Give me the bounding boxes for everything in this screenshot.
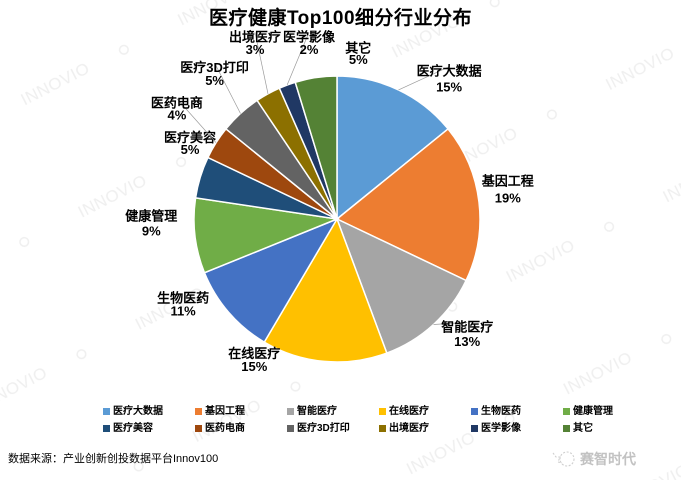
- svg-text:19%: 19%: [495, 190, 521, 205]
- svg-text:13%: 13%: [454, 334, 480, 349]
- svg-text:智能医疗: 智能医疗: [441, 319, 493, 334]
- svg-text:5%: 5%: [181, 142, 200, 157]
- svg-text:11%: 11%: [170, 304, 196, 319]
- svg-text:5%: 5%: [205, 73, 224, 88]
- svg-text:5%: 5%: [349, 52, 368, 67]
- svg-text:健康管理: 健康管理: [125, 208, 177, 223]
- svg-text:基因工程: 基因工程: [481, 174, 534, 189]
- svg-text:3%: 3%: [246, 42, 265, 57]
- svg-text:9%: 9%: [142, 224, 161, 239]
- svg-text:4%: 4%: [168, 107, 187, 122]
- svg-text:15%: 15%: [436, 80, 462, 95]
- svg-text:15%: 15%: [241, 359, 267, 374]
- svg-text:2%: 2%: [300, 42, 319, 57]
- svg-text:医疗大数据: 医疗大数据: [417, 64, 482, 79]
